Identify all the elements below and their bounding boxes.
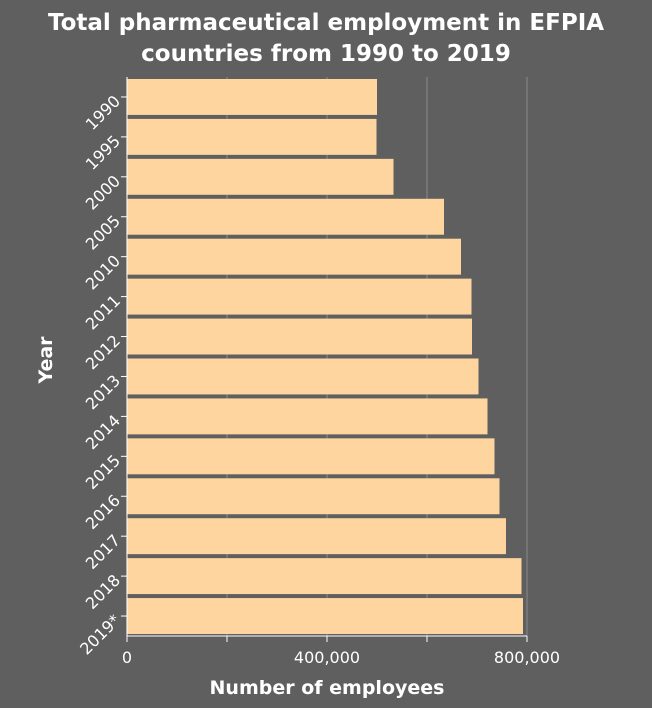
y-tick-label: 2000 <box>82 171 124 213</box>
y-tick-label: 2005 <box>82 211 124 253</box>
y-tick-label: 2017 <box>82 531 124 573</box>
bar-2013 <box>127 358 479 395</box>
y-tick-label: 1990 <box>82 92 124 134</box>
x-tick-label: 400,000 <box>294 648 360 667</box>
x-axis-title: Number of employees <box>210 677 445 699</box>
bar-2011 <box>127 278 472 315</box>
bar-2019 <box>127 598 523 635</box>
x-tick-label: 800,000 <box>494 648 560 667</box>
y-tick-label: 2016 <box>82 491 124 533</box>
x-tick-label: 0 <box>122 648 132 667</box>
bar-1990 <box>127 78 377 115</box>
y-axis-title: Year <box>35 336 57 385</box>
bar-2015 <box>127 438 495 475</box>
y-tick-label: 2010 <box>82 251 124 293</box>
bar-2014 <box>127 398 488 435</box>
bar-2005 <box>127 198 444 235</box>
y-tick-label: 2018 <box>82 571 124 613</box>
chart-title-line-2: countries from 1990 to 2019 <box>141 41 511 67</box>
bar-2018 <box>127 558 522 595</box>
bar-2000 <box>127 158 394 195</box>
chart-title-line-1: Total pharmaceutical employment in EFPIA <box>48 10 604 36</box>
y-tick-label: 2012 <box>82 331 124 373</box>
bar-1995 <box>127 118 377 155</box>
y-tick-label: 2019* <box>76 611 124 659</box>
y-tick-label: 2013 <box>82 371 124 413</box>
bar-2012 <box>127 318 472 355</box>
y-tick-label: 1995 <box>82 131 124 173</box>
bars <box>127 78 523 635</box>
y-tick-label: 2014 <box>82 411 124 453</box>
bar-2017 <box>127 518 506 555</box>
y-tick-label: 2015 <box>82 451 124 493</box>
bar-2010 <box>127 238 461 275</box>
bar-2016 <box>127 478 500 515</box>
y-tick-label: 2011 <box>82 291 124 333</box>
